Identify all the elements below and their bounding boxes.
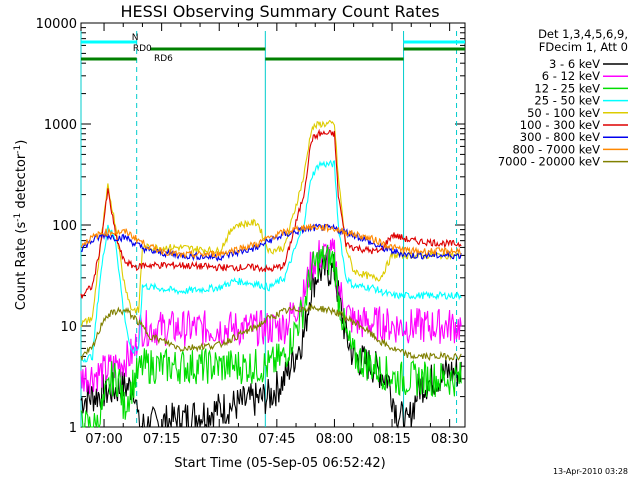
y-axis-label-sup1: -1: [13, 213, 23, 222]
series-lines: [80, 119, 462, 429]
legend-item-label: 300 - 800 keV: [520, 130, 600, 144]
legend: Det 1,3,4,5,6,9, FDecim 1, Att 0 3 - 6 k…: [498, 27, 628, 169]
y-axis-label-sup2: -1: [13, 145, 23, 154]
legend-header-2: FDecim 1, Att 0: [539, 40, 628, 54]
y-axis-ticks: 1 10 100 1000 10000: [36, 17, 465, 436]
y-axis-label: Count Rate (s-1 detector-1): [13, 140, 29, 311]
legend-item-label: 12 - 25 keV: [534, 81, 600, 95]
x-tick-label: 07:30: [201, 432, 238, 447]
x-tick-label: 08:30: [431, 432, 468, 447]
x-axis-ticks: 07:00 07:15 07:30 07:45 08:00 08:15 08:30: [84, 23, 468, 447]
legend-item-label: 6 - 12 keV: [542, 69, 600, 83]
legend-header-1: Det 1,3,4,5,6,9,: [538, 27, 628, 41]
y-tick-label: 1000: [44, 118, 77, 133]
series-line: [80, 238, 462, 394]
series-line: [80, 244, 462, 428]
y-tick-label: 1: [69, 421, 77, 436]
series-line: [80, 254, 462, 429]
y-axis-label-main: Count Rate (s: [14, 222, 29, 311]
series-line: [80, 223, 462, 262]
x-axis-label: Start Time (05-Sep-05 06:52:42): [174, 456, 385, 471]
legend-item-label: 50 - 100 keV: [527, 106, 600, 120]
series-line: [80, 128, 462, 299]
y-axis-label-end: ): [14, 140, 29, 145]
y-tick-label: 100: [52, 219, 77, 234]
y-axis-label-mid: detector: [14, 153, 29, 213]
legend-item-label: 3 - 6 keV: [549, 57, 600, 71]
series-line: [80, 302, 462, 362]
legend-item-label: 7000 - 20000 keV: [498, 155, 600, 169]
y-tick-label: 10000: [36, 17, 77, 32]
x-tick-label: 08:00: [316, 432, 353, 447]
y-tick-label: 10: [60, 320, 77, 335]
flag-label-n: N: [132, 33, 139, 43]
x-tick-label: 07:00: [85, 432, 122, 447]
chart-title: HESSI Observing Summary Count Rates: [120, 2, 439, 21]
series-line: [80, 223, 462, 260]
legend-item-label: 800 - 7000 keV: [512, 142, 600, 156]
flag-label-rd6: RD6: [154, 54, 173, 64]
x-tick-label: 08:15: [373, 432, 410, 447]
legend-item-label: 25 - 50 keV: [534, 94, 600, 108]
legend-item-label: 100 - 300 keV: [520, 118, 600, 132]
series-line: [80, 159, 462, 363]
x-tick-label: 07:15: [143, 432, 180, 447]
x-tick-label: 07:45: [258, 432, 295, 447]
flag-label-rd0: RD0: [133, 44, 152, 54]
plot-timestamp: 13-Apr-2010 03:28: [553, 467, 628, 476]
